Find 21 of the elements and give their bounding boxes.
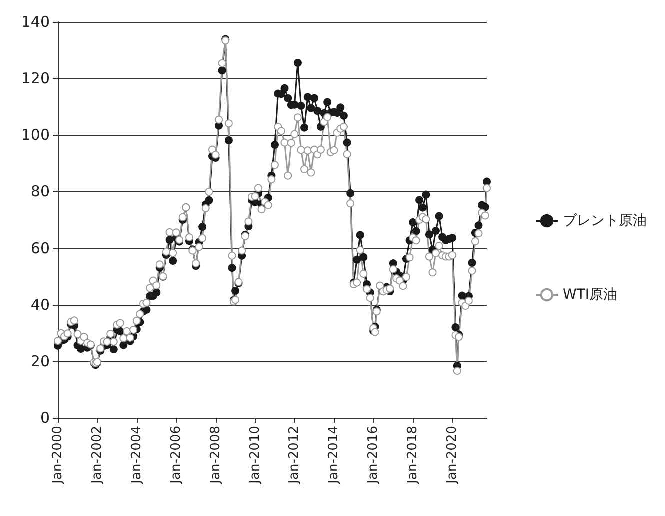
legend-label: ブレント原油 [563, 213, 647, 229]
y-tick-label: 40 [30, 296, 50, 314]
x-tick-label: Jan-2000 [50, 426, 66, 485]
x-tick-label: Jan-2002 [90, 426, 105, 485]
x-tick-label: Jan-2014 [326, 426, 342, 485]
x-tick-label: Jan-2016 [366, 426, 382, 485]
x-tick-label: Jan-2004 [129, 426, 144, 485]
y-tick-label: 20 [30, 352, 50, 370]
y-tick-label: 80 [30, 182, 50, 201]
x-tick-label: Jan-2018 [406, 426, 421, 485]
y-tick-label: 0 [40, 409, 50, 427]
y-tick-label: 100 [21, 126, 50, 144]
x-tick-label: Jan-2020 [444, 426, 460, 485]
y-tick-label: 120 [21, 70, 50, 88]
y-tick-label: 60 [30, 239, 50, 258]
x-tick-label: Jan-2006 [168, 426, 184, 485]
x-tick-label: Jan-2012 [287, 426, 302, 485]
y-tick-label: 140 [21, 13, 50, 31]
x-tick-label: Jan-2010 [248, 426, 263, 485]
legend-label: WTI原油 [563, 287, 618, 303]
x-tick-label: Jan-2008 [208, 426, 224, 485]
